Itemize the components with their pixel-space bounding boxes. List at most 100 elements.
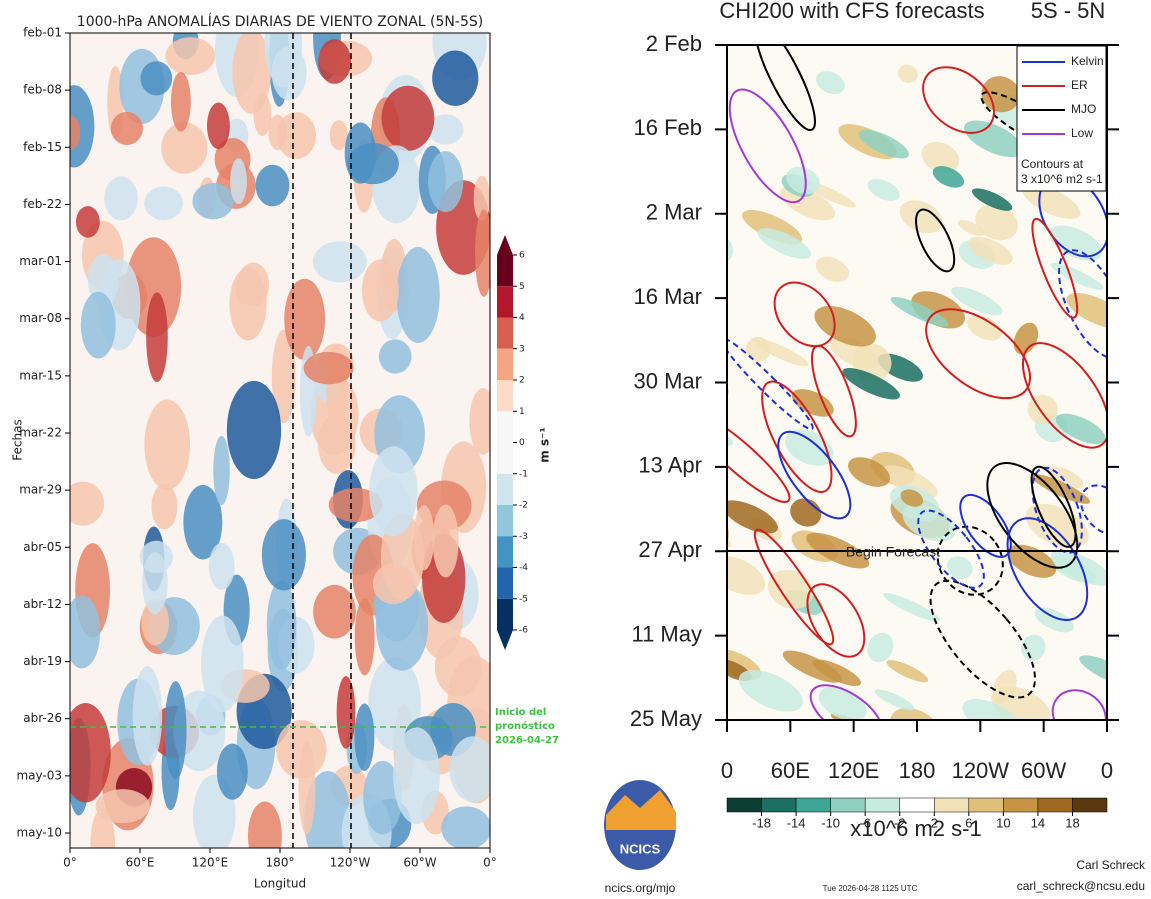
colorbar-tick-label: 18: [1065, 815, 1079, 830]
anomaly-blob: [842, 368, 900, 400]
x-tick-label: 60°W: [403, 856, 436, 870]
contour: [773, 281, 836, 348]
anomaly-blob: [932, 166, 965, 188]
anomaly-blob: [874, 689, 915, 711]
anomaly-blob: [816, 71, 845, 95]
colorbar-segment: [795, 797, 831, 813]
anomaly-blob: [1021, 634, 1046, 661]
anomaly-blob: [779, 186, 836, 221]
anomaly-blob: [767, 569, 814, 609]
anomaly-blob: [607, 326, 662, 371]
x-tick-label: 0: [721, 758, 733, 783]
y-tick-label: 30 Mar: [634, 368, 702, 393]
anomaly-blob: [216, 743, 248, 800]
forecast-label: Begin Forecast: [846, 544, 940, 560]
anomaly-blob: [975, 204, 1018, 241]
contour: [1030, 465, 1077, 548]
x-tick-label: 0: [1101, 758, 1113, 783]
field: [70, 33, 490, 848]
anomaly-blob: [858, 129, 909, 159]
contour: [1051, 689, 1107, 720]
anomaly-blob: [354, 598, 375, 676]
anomaly-blob: [867, 632, 894, 663]
y-label: Fechas: [11, 419, 25, 460]
anomaly-blob: [992, 669, 1017, 704]
colorbar-segment: [497, 380, 513, 412]
anomaly-blob: [298, 741, 316, 835]
anomaly-blob: [795, 716, 844, 758]
anomaly-blob: [165, 37, 216, 75]
logo-mountains: [606, 790, 676, 830]
y-tick-label: 2 Feb: [646, 31, 702, 56]
legend: [1016, 45, 1107, 192]
anomaly-blob: [369, 446, 418, 537]
colorbar-segment: [497, 536, 513, 568]
anomaly-blob: [688, 404, 724, 440]
contour-note: 3 x10^6 m2 s-1: [1021, 172, 1103, 186]
colorbar-tick-label: -1: [519, 469, 528, 479]
anomaly-blob: [962, 699, 1020, 720]
colorbar-tick-label: 3: [519, 344, 525, 354]
colorbar-tick-label: -14: [787, 815, 806, 830]
anomaly-blob: [139, 540, 173, 574]
anomaly-blob: [328, 487, 383, 523]
anomaly-blob: [104, 176, 138, 221]
contour: [1080, 484, 1107, 536]
colorbar-segment: [497, 567, 513, 599]
contour: [1031, 466, 1083, 554]
colorbar-tick-label: 5: [519, 282, 525, 292]
colorbar-tick-label: 0: [519, 438, 525, 448]
anomaly-blob: [213, 435, 230, 506]
anomaly-blob: [899, 200, 943, 234]
colorbar-segment: [968, 797, 1004, 813]
contour: [1031, 217, 1079, 319]
anomaly-blob: [70, 85, 95, 168]
anomaly-blob: [848, 457, 891, 487]
contour: [806, 583, 866, 658]
anomaly-blob: [1007, 544, 1057, 578]
colorbar-tick-label: 1: [519, 407, 525, 417]
y-tick-label: abr-19: [23, 654, 62, 668]
anomaly-blob: [757, 228, 812, 259]
anomaly-blob: [70, 595, 101, 669]
y-tick-label: feb-22: [23, 197, 62, 211]
colorbar-cap: [497, 235, 513, 255]
anomaly-blob: [883, 593, 941, 622]
anomaly-blob: [897, 64, 918, 84]
anomaly-blob: [727, 500, 778, 534]
anomaly-blob: [812, 659, 861, 687]
anomaly-blob: [226, 380, 282, 480]
contour: [915, 208, 956, 273]
anomaly-blob: [146, 292, 168, 383]
anomaly-blob: [1136, 175, 1151, 235]
anomaly-blob: [814, 306, 876, 347]
anomaly-blob: [304, 771, 352, 848]
x-tick-label: 120°W: [330, 856, 371, 870]
anomaly-blob: [230, 158, 247, 205]
colorbar-segment: [1037, 797, 1073, 813]
colorbar-tick-label: -6: [859, 815, 871, 830]
colorbar-segment: [864, 797, 900, 813]
x-tick-label: 120E: [828, 758, 879, 783]
anomaly-blob: [80, 291, 116, 359]
colorbar-segment: [830, 797, 866, 813]
colorbar-segment: [497, 505, 513, 537]
colorbar-tick-label: 4: [519, 313, 525, 323]
y-tick-label: abr-26: [23, 711, 62, 725]
anomaly-blob: [1022, 184, 1081, 219]
anomaly-blob: [890, 296, 949, 327]
y-tick-label: 11 May: [631, 621, 702, 646]
y-tick-label: feb-01: [23, 26, 62, 40]
anomaly-blob: [344, 122, 377, 184]
anomaly-blob: [886, 660, 929, 683]
anomaly-blob: [354, 703, 375, 772]
y-tick-label: mar-15: [19, 368, 62, 382]
legend-label: Kelvin: [1071, 54, 1104, 68]
anomaly-blob: [946, 556, 973, 580]
anomaly-blob: [255, 164, 290, 207]
anomaly-blob: [867, 178, 900, 201]
colorbar-tick-label: -2: [894, 815, 906, 830]
anomaly-blob: [329, 120, 348, 151]
anomaly-blob: [70, 703, 111, 803]
